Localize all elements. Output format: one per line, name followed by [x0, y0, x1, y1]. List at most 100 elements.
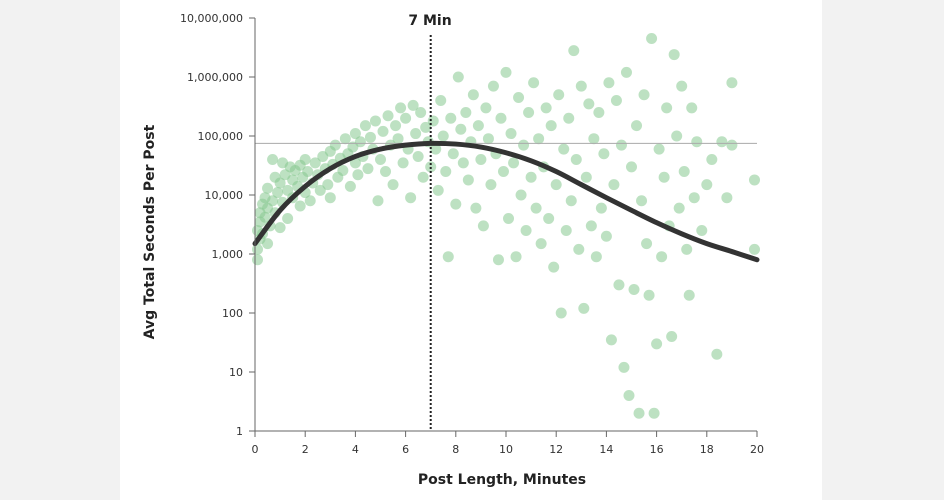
data-point — [608, 179, 620, 191]
data-point — [425, 161, 437, 173]
data-point — [583, 98, 595, 110]
data-point — [706, 153, 718, 165]
data-point — [626, 161, 637, 173]
data-point — [400, 112, 412, 124]
data-point — [420, 121, 432, 133]
data-point — [445, 112, 457, 124]
data-point — [369, 115, 381, 127]
data-point — [580, 171, 592, 183]
data-point — [259, 211, 271, 223]
data-point — [397, 157, 409, 169]
data-point — [430, 143, 442, 155]
data-point — [578, 302, 590, 314]
data-point — [485, 179, 497, 191]
data-point — [651, 338, 663, 350]
x-tick-label: 2 — [302, 443, 309, 456]
data-point — [528, 77, 540, 89]
data-point — [395, 102, 407, 114]
data-point — [525, 171, 537, 183]
data-point — [641, 238, 653, 250]
data-point — [410, 128, 422, 140]
data-point — [337, 165, 349, 177]
data-point — [417, 171, 429, 183]
data-point — [309, 157, 321, 169]
data-point — [437, 130, 449, 142]
x-tick-label: 0 — [252, 443, 259, 456]
x-tick-label: 6 — [402, 443, 409, 456]
data-point — [615, 139, 627, 151]
data-point — [553, 89, 565, 101]
data-point — [598, 148, 610, 160]
data-point — [543, 212, 555, 224]
data-point — [364, 131, 376, 143]
data-point — [503, 212, 515, 224]
data-point — [447, 148, 459, 160]
data-point — [533, 133, 545, 145]
data-point — [563, 112, 575, 124]
data-point — [460, 107, 472, 119]
data-point — [267, 195, 279, 207]
y-tick-label: 100,000 — [198, 130, 244, 143]
data-point — [628, 284, 640, 296]
data-point — [467, 89, 479, 101]
data-point — [656, 251, 668, 263]
data-point — [387, 179, 399, 191]
y-tick-label: 10 — [229, 366, 243, 379]
chart-panel — [120, 0, 822, 500]
data-point — [480, 102, 492, 114]
data-point — [701, 179, 713, 191]
y-tick-label: 1,000 — [212, 248, 244, 261]
data-point — [282, 212, 294, 224]
y-tick-label: 100 — [222, 307, 243, 320]
data-point — [304, 195, 316, 207]
data-point — [314, 184, 326, 196]
y-tick-label: 1 — [236, 425, 243, 438]
data-point — [593, 107, 605, 119]
data-point — [487, 80, 499, 92]
data-point — [455, 123, 467, 135]
data-point — [681, 243, 693, 255]
x-tick-label: 16 — [650, 443, 664, 456]
data-point — [585, 220, 597, 232]
data-point — [427, 115, 439, 127]
data-point — [440, 166, 452, 178]
data-point — [262, 182, 274, 194]
data-point — [518, 139, 530, 151]
data-point — [405, 192, 417, 204]
data-point — [683, 289, 695, 301]
data-point — [349, 128, 361, 140]
data-point — [726, 139, 738, 151]
data-point — [339, 133, 351, 145]
data-point — [274, 177, 286, 189]
data-point — [575, 80, 587, 92]
y-tick-label: 10,000 — [205, 189, 244, 202]
data-point — [432, 184, 444, 196]
data-point — [540, 102, 552, 114]
data-point — [748, 174, 760, 186]
data-point — [274, 222, 286, 234]
data-point — [558, 143, 570, 155]
data-point — [643, 289, 655, 301]
data-point — [530, 202, 542, 214]
data-point — [636, 195, 648, 207]
data-point — [442, 251, 454, 263]
y-axis-label: Avg Total Seconds Per Post — [142, 124, 158, 339]
data-point — [570, 153, 582, 165]
marker-label: 7 Min — [408, 13, 451, 29]
data-point — [716, 136, 728, 148]
data-point — [475, 153, 487, 165]
y-tick-label: 1,000,000 — [187, 71, 243, 84]
data-point — [450, 198, 462, 210]
data-point — [676, 80, 688, 92]
data-point — [462, 174, 474, 186]
data-point — [631, 120, 643, 132]
data-point — [508, 157, 520, 169]
data-point — [688, 192, 700, 204]
data-point — [555, 307, 567, 319]
data-point — [457, 157, 469, 169]
data-point — [565, 195, 577, 207]
data-point — [252, 254, 264, 266]
data-point — [618, 361, 630, 373]
data-point — [505, 128, 517, 140]
data-point — [603, 77, 615, 89]
